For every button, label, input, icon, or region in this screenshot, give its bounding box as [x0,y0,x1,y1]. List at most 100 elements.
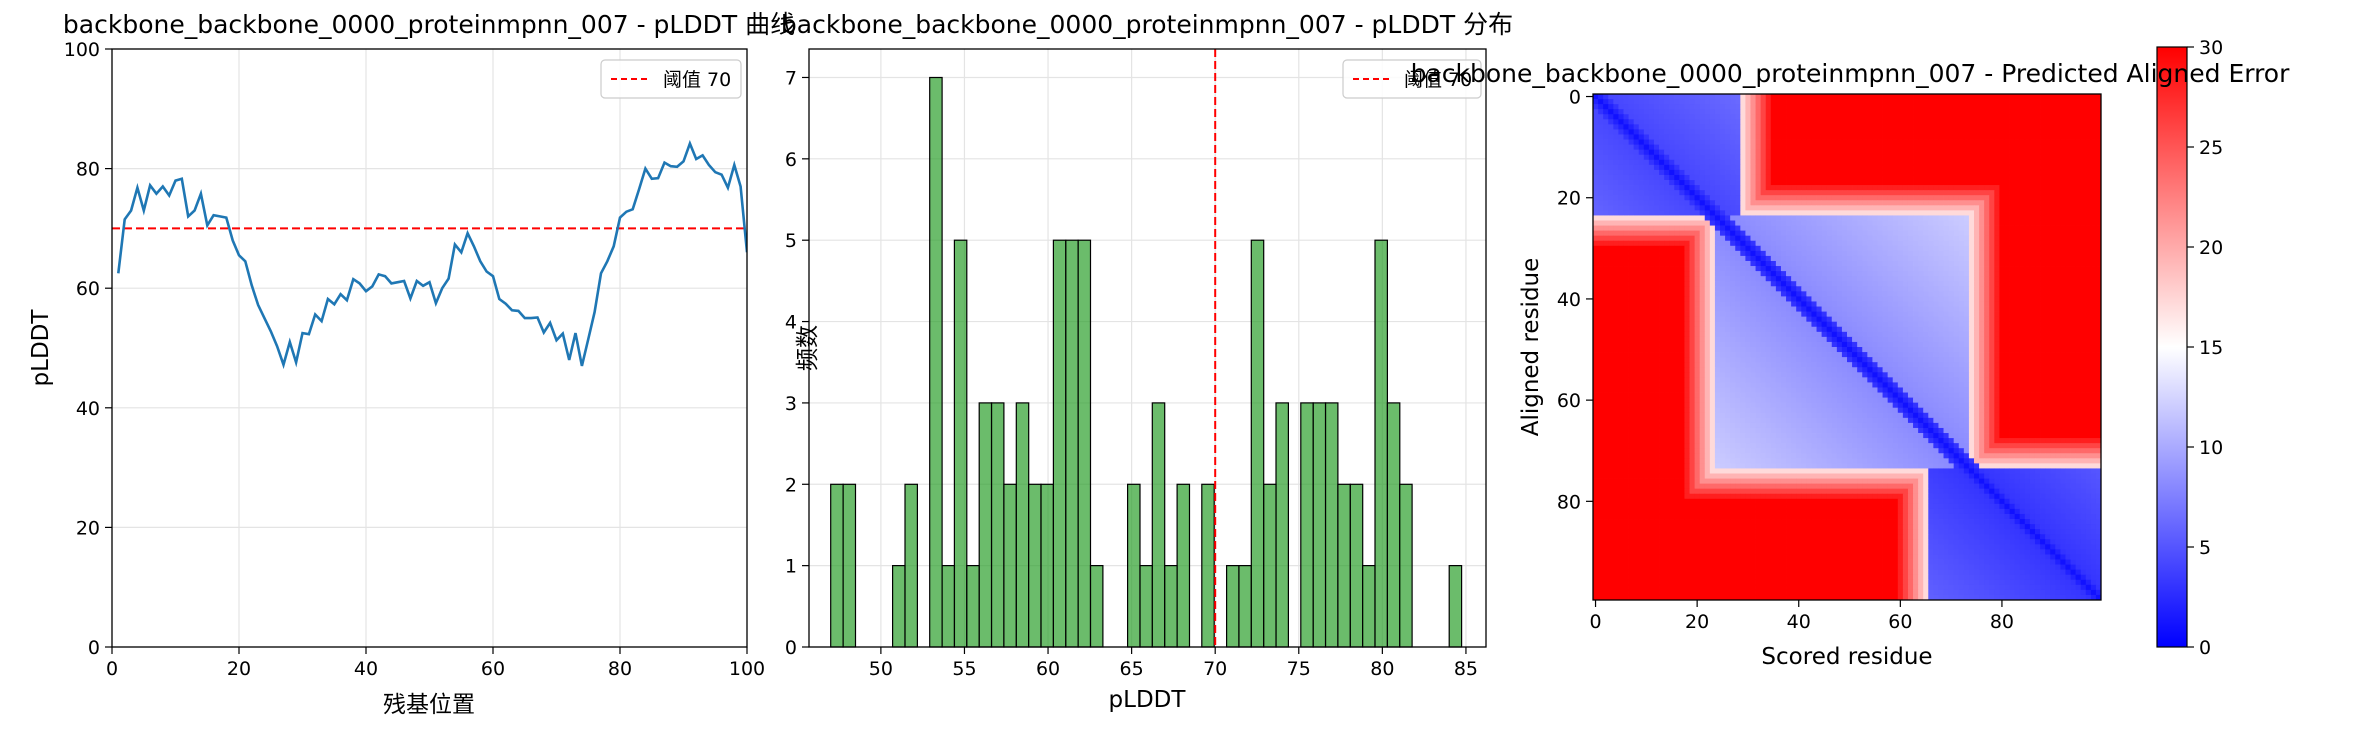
pae-heatmap-cell [1694,245,1701,252]
pae-heatmap-cell [1963,124,1970,130]
pae-heatmap-cell [2090,311,2097,318]
pae-heatmap-cell [1674,195,1680,201]
pae-heatmap-cell [2050,316,2056,323]
pae-heatmap-cell [1862,180,1868,186]
pae-heatmap-cell [1892,296,1899,302]
pae-heatmap-cell [1745,326,1751,333]
pae-heatmap-cell [1709,139,1716,145]
pae-heatmap-cell [1811,200,1817,206]
pae-heatmap-cell [1730,321,1736,328]
pae-heatmap-cell [1735,336,1741,343]
pae-heatmap-cell [1816,134,1822,140]
pae-heatmap-cell [1933,185,1939,191]
pae-heatmap-cell [1811,301,1817,307]
pae-heatmap-cell [1892,266,1899,272]
pae-heatmap-cell [2024,321,2031,328]
pae-heatmap-cell [1775,286,1782,292]
pae-heatmap-cell [2045,139,2051,145]
pae-heatmap-cell [1613,266,1619,272]
pae-heatmap-cell [1841,281,1848,287]
pae-heatmap-cell [1598,139,1604,145]
pae-heatmap-cell [1796,159,1802,166]
pae-heatmap-cell [1872,190,1878,196]
pae-heatmap-cell [1989,250,1995,257]
pae-heatmap-cell [1653,321,1660,328]
pae-heatmap-cell [1714,311,1721,318]
pae-heatmap-cell [1857,326,1863,333]
pae-heatmap-cell [1953,215,1960,221]
pae-heatmap-cell [1709,235,1716,242]
pae-heatmap-cell [1714,190,1721,196]
pae-heatmap-cell [1638,225,1645,232]
pae-heatmap-cell [1603,104,1609,110]
pae-heatmap-cell [1928,291,1934,297]
pae-heatmap-cell [1801,149,1807,156]
pae-heatmap-cell [2090,255,2097,262]
pae-heatmap-cell [1867,114,1873,120]
pae-heatmap-cell [2004,326,2010,333]
pae-heatmap-cell [1953,250,1960,257]
pae-heatmap-cell [1603,286,1609,292]
pae-heatmap-cell [1780,149,1787,156]
pae-heatmap-cell [2014,104,2021,110]
pae-heatmap-cell [1694,104,1701,110]
pae-heatmap-cell [1958,240,1965,247]
pae-heatmap-cell [2009,316,2016,323]
pae-heatmap-cell [1943,129,1949,135]
pae-heatmap-cell [1750,225,1756,232]
pae-heatmap-cell [1857,321,1863,328]
pae-heatmap-cell [1847,164,1853,171]
pae-heatmap-cell [1714,124,1721,130]
pae-heatmap-cell [1999,291,2005,297]
pae-heatmap-cell [1750,205,1756,211]
pae-heatmap-cell [1913,240,1919,247]
pae-heatmap-cell [1933,321,1939,328]
pae-heatmap-cell [1918,286,1924,292]
pae-heatmap-cell [1801,281,1807,287]
pae-heatmap-cell [2080,159,2087,166]
pae-heatmap-cell [1664,94,1670,100]
pae-heatmap-cell [1943,296,1949,302]
pae-heatmap-cell [2034,99,2041,105]
pae-heatmap-cell [1826,139,1833,145]
pae-heatmap-cell [1669,260,1675,267]
pae-heatmap-cell [1974,245,1980,252]
pae-heatmap-cell [1770,114,1777,120]
pae-heatmap-cell [2029,281,2036,287]
pae-heatmap-cell [2024,306,2031,312]
pae-heatmap-cell [1618,109,1624,115]
pae-heatmap-cell [1897,180,1904,186]
pae-heatmap-cell [1948,210,1955,216]
pae-heatmap-cell [1623,301,1629,307]
pae-heatmap-cell [1816,154,1822,161]
pae-heatmap-cell [1643,286,1650,292]
pae-heatmap-cell [1714,210,1721,216]
pae-heatmap-cell [1603,190,1609,196]
pae-heatmap-cell [1755,276,1762,282]
pae-heatmap-cell [1653,306,1660,312]
pae-heatmap-cell [1674,321,1680,328]
pae-heatmap-cell [1811,149,1817,156]
pae-heatmap-cell [1994,169,2000,176]
pae-heatmap-cell [1948,195,1955,201]
pae-heatmap-cell [1999,129,2005,135]
pae-heatmap-cell [1628,250,1635,257]
pae-heatmap-cell [1806,230,1812,237]
pae-heatmap-cell [2014,326,2021,333]
pae-heatmap-cell [1730,109,1736,115]
pae-heatmap-cell [1704,230,1711,237]
pae-heatmap-cell [1821,255,1828,262]
pae-heatmap-cell [1979,174,1985,181]
pae-heatmap-cell [1674,240,1680,247]
pae-heatmap-cell [2080,215,2087,221]
pae-heatmap-cell [1730,326,1736,333]
pae-heatmap-cell [1704,164,1711,171]
pae-heatmap-cell [1669,205,1675,211]
pae-heatmap-cell [1872,185,1878,191]
pae-heatmap-cell [1831,331,1838,338]
pae-heatmap-cell [1877,119,1883,125]
pae-heatmap-cell [1613,220,1619,226]
pae-heatmap-cell [1989,195,1995,201]
pae-heatmap-cell [1648,331,1655,338]
pae-heatmap-cell [1735,331,1741,338]
